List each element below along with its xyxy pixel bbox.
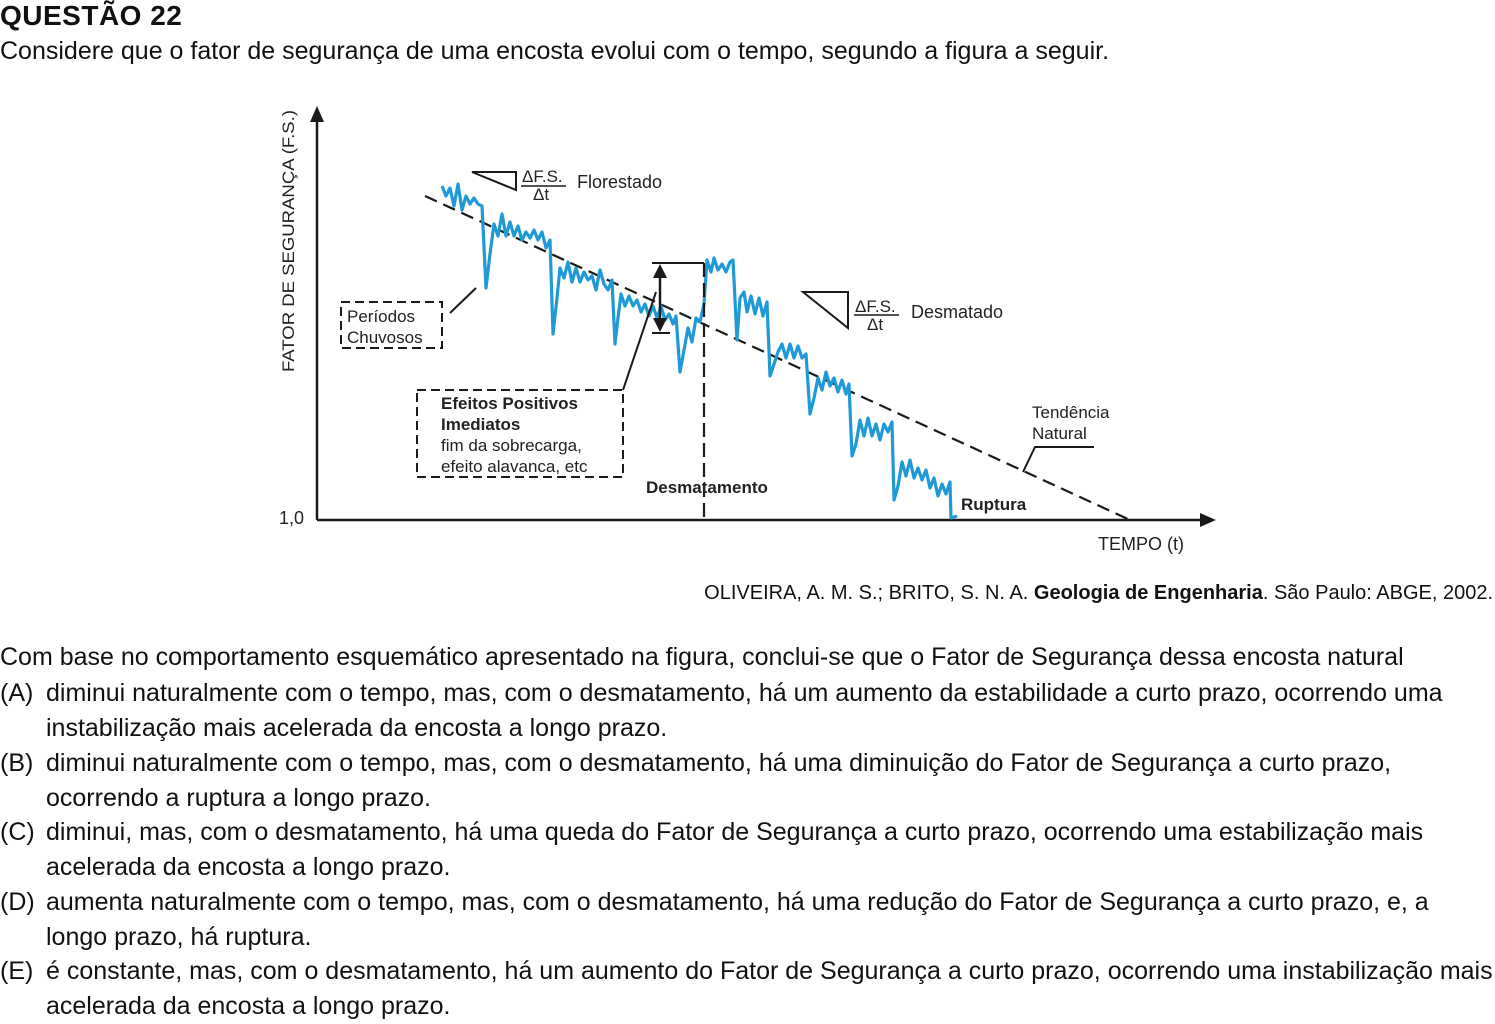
rainy-pointer-line	[449, 287, 477, 314]
slope-denominator-deforested: Δt	[867, 315, 883, 334]
label-trend-2: Natural	[1032, 424, 1087, 443]
y-axis-label: FATOR DE SEGURANÇA (F.S.)	[279, 110, 298, 372]
label-effects-3: fim da sobrecarga,	[441, 436, 582, 455]
trend-pointer-line	[1022, 446, 1094, 473]
option-letter: (B)	[0, 749, 34, 777]
label-effects-4: efeito alavanca, etc	[441, 457, 588, 476]
y-axis-arrow-icon	[310, 106, 324, 122]
safety-factor-series	[440, 182, 958, 520]
question-stem: Com base no comportamento esquemático ap…	[0, 643, 1404, 671]
option-text: diminui naturalmente com o tempo, mas, c…	[46, 749, 1392, 812]
option-letter: (C)	[0, 818, 35, 846]
x-axis-arrow-icon	[1200, 513, 1216, 527]
slope-triangle-icon	[800, 291, 849, 331]
option-text: é constante, mas, com o desmatamento, há…	[46, 957, 1493, 1020]
label-effects-2: Imediatos	[441, 415, 520, 434]
slope-numerator-forested: ΔF.S.	[522, 167, 563, 186]
label-deforestation: Desmatamento	[646, 478, 768, 497]
arrow-up-icon	[653, 264, 667, 278]
slope-triangle-icon	[471, 171, 517, 192]
label-rupture: Ruptura	[961, 495, 1027, 514]
arrow-down-icon	[653, 318, 667, 332]
label-effects-1: Efeitos Positivos	[441, 394, 578, 413]
label-trend-1: Tendência	[1032, 403, 1110, 422]
label-deforested: Desmatado	[911, 302, 1003, 322]
positive-effects-box	[416, 389, 624, 478]
citation: OLIVEIRA, A. M. S.; BRITO, S. N. A. Geol…	[704, 582, 1493, 605]
option-c[interactable]: (C) diminui, mas, com o desmatamento, há…	[0, 815, 1495, 885]
question-intro: Considere que o fator de segurança de um…	[0, 37, 1110, 65]
label-rainy-2: Chuvosos	[347, 328, 423, 347]
slope-numerator-deforested: ΔF.S.	[855, 297, 896, 316]
rainy-periods-box	[340, 301, 443, 349]
citation-work: Geologia de Engenharia	[1033, 582, 1263, 604]
option-text: aumenta naturalmente com o tempo, mas, c…	[46, 888, 1429, 951]
option-letter: (D)	[0, 888, 35, 916]
safety-factor-figure: FATOR DE SEGURANÇA (F.S.) TEMPO (t) 1,0 …	[279, 106, 1216, 554]
option-text: diminui naturalmente com o tempo, mas, c…	[46, 679, 1443, 742]
option-letter: (A)	[0, 679, 34, 707]
question-title: QUESTÃO 22	[0, 0, 183, 31]
citation-rest: . São Paulo: ABGE, 2002.	[1262, 582, 1493, 604]
option-d[interactable]: (D) aumenta naturalmente com o tempo, ma…	[0, 885, 1495, 955]
option-e[interactable]: (E) é constante, mas, com o desmatamento…	[0, 954, 1495, 1024]
y-tick-label: 1,0	[279, 508, 304, 528]
option-b[interactable]: (B) diminui naturalmente com o tempo, ma…	[0, 746, 1495, 816]
effects-pointer-line	[622, 291, 657, 391]
x-axis-label: TEMPO (t)	[1098, 534, 1184, 554]
slope-denominator-forested: Δt	[533, 185, 549, 204]
label-forested: Florestado	[577, 172, 662, 192]
option-letter: (E)	[0, 957, 34, 985]
option-a[interactable]: (A) diminui naturalmente com o tempo, ma…	[0, 676, 1495, 746]
citation-authors: OLIVEIRA, A. M. S.; BRITO, S. N. A.	[704, 582, 1034, 604]
label-rainy-1: Períodos	[347, 307, 415, 326]
option-text: diminui, mas, com o desmatamento, há uma…	[46, 818, 1424, 881]
